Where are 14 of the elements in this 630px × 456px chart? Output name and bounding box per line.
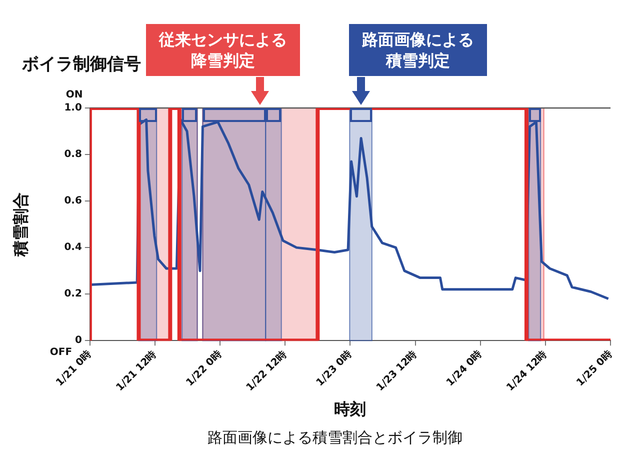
y-tick-label: 0.4 [64, 242, 82, 254]
y-axis-title: 積雪割合 [10, 192, 30, 258]
y-tick-label: 0.2 [64, 288, 82, 300]
y-tick-label: 0.6 [64, 196, 82, 207]
y-tick-label: 0 [74, 335, 82, 346]
text: ON [66, 90, 83, 101]
text: OFF [50, 347, 72, 358]
band-label: 従来センサによる降雪判定 [146, 24, 300, 76]
text: 路面画像による積雪割合とボイラ制御 [208, 428, 462, 446]
y-tick-label: 1.0 [64, 102, 82, 114]
text: ボイラ制御信号 [21, 54, 141, 74]
x-axis-title: 時刻 [334, 400, 366, 419]
band-label: 路面画像による積雪判定 [348, 24, 487, 76]
y-tick-label: 0.8 [64, 149, 82, 160]
